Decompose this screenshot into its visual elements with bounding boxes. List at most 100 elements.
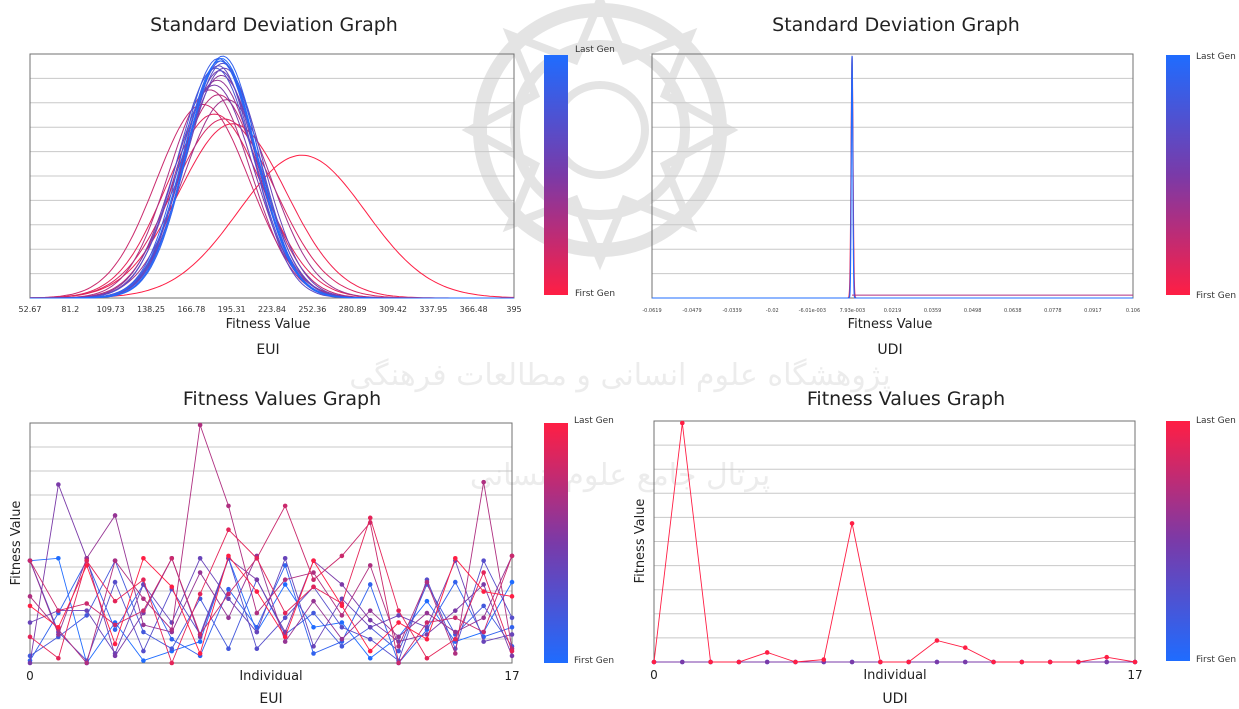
data-point [452,608,458,613]
data-point [509,653,515,659]
series-line [29,424,513,664]
curve-series [29,55,514,299]
data-point [282,582,288,587]
legend-top-label: Last Gen [575,45,615,55]
data-point [56,625,61,630]
x-tick-label: 0.0917 [1084,308,1102,314]
data-point [509,553,515,559]
data-point [141,622,146,628]
data-point [141,555,146,561]
data-point [311,577,316,582]
data-point [141,658,146,663]
data-point [226,527,231,533]
data-point [1019,659,1025,665]
data-point [84,608,90,613]
data-point [736,659,742,665]
data-point [27,620,33,625]
color-legend-bar [544,55,568,295]
data-point [282,634,288,640]
series-line [29,504,513,665]
chart-eui-std-dev: Standard Deviation Graph 52.67 81.2 109.73… [19,14,615,358]
data-point [27,660,33,666]
x-tick-label: -0.02 [766,308,779,314]
x-tick-label: 309.42 [379,305,407,314]
grid [652,77,1133,275]
plot-frame [29,422,513,664]
data-point [849,659,855,665]
data-point [56,655,61,661]
data-point [339,620,345,625]
data-point [197,422,203,428]
data-point [84,558,90,563]
chart-title: Standard Deviation Graph [772,14,1020,36]
series-curve [30,74,514,299]
data-point [56,555,61,561]
series-line [29,556,513,665]
data-point [481,629,486,635]
curve-series [652,55,1133,299]
data-point [84,660,90,666]
data-point [367,617,373,623]
line-series [27,422,515,666]
x-tick-label-start: 0 [650,668,658,682]
x-tick-label: 0.0359 [924,308,942,314]
data-point [934,659,940,665]
data-point [509,579,515,585]
chart-udi-fitness-values: Fitness Values Graph 0 17 Individual UDI… [633,388,1236,707]
x-tick-label: 166.78 [177,305,205,314]
data-point [367,625,373,630]
data-point [481,582,486,587]
series-curve [30,154,514,299]
data-point [424,636,430,642]
data-point [452,651,458,656]
x-tick-label: 395 [506,305,521,314]
x-tick-label: -0.0619 [642,308,661,314]
data-point [764,650,770,655]
line-series [651,420,1138,665]
data-point [169,636,175,642]
data-point [254,629,260,635]
x-tick-label: 138.25 [137,305,165,314]
legend-bottom-label: First Gen [1196,291,1236,301]
data-point [27,603,33,609]
x-tick-label: 109.73 [97,305,125,314]
x-tick-label: 0.0219 [884,308,902,314]
color-legend-bar [1166,421,1190,661]
y-axis-title: Fitness Value [633,499,648,584]
chart-caption: EUI [259,691,282,707]
data-point [311,558,316,563]
data-point [396,648,401,654]
data-point [793,659,798,665]
legend-bottom-label: First Gen [574,656,614,666]
data-point [169,646,175,652]
data-point [367,655,373,661]
data-point [56,632,61,637]
plot-frame [29,53,515,299]
legend-bottom-label: First Gen [575,289,615,299]
data-point [311,644,316,649]
legend-top-label: Last Gen [1196,52,1236,62]
series-curve [30,79,514,299]
series-line [653,422,1136,663]
series-line [29,482,513,664]
data-point [481,558,486,563]
data-point [112,513,118,518]
x-tick-label: 223.84 [258,305,286,314]
data-point [226,596,231,602]
x-tick-label: 0.0778 [1044,308,1062,314]
x-axis-title: Individual [239,669,302,684]
data-point [509,594,515,599]
x-tick-label: 0.0638 [1004,308,1022,314]
data-point [226,553,231,559]
data-point [339,644,345,649]
watermark-line-1: پژوهشگاه علوم انسانی و مطالعات فرهنگی [349,358,891,393]
data-point [282,610,288,616]
data-point [367,515,373,521]
x-tick-label: 195.31 [218,305,246,314]
legend-top-label: Last Gen [574,416,614,426]
data-point [367,636,373,642]
data-point [169,660,175,666]
data-point [424,625,430,630]
data-point [112,558,118,563]
